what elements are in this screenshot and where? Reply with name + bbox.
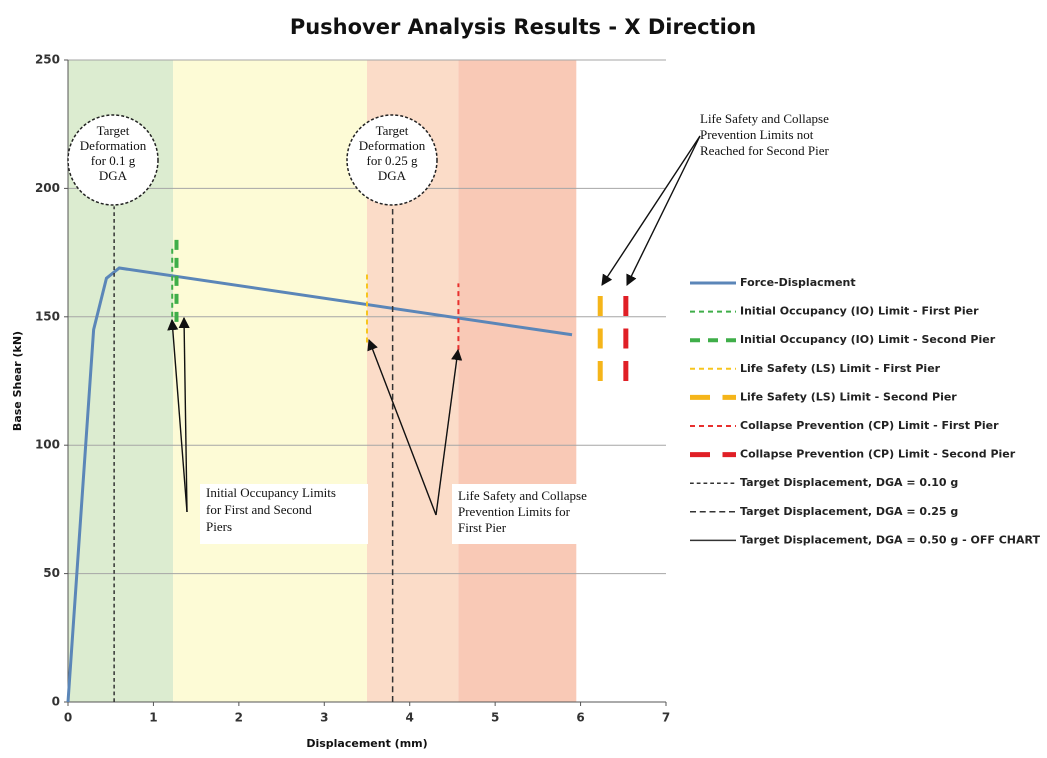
plot-layer: [66, 206, 629, 703]
arrow: [178, 316, 190, 513]
series-line: [66, 266, 573, 703]
arrow: [367, 338, 437, 516]
x-tick-label: 3: [320, 711, 328, 725]
region: [458, 60, 577, 702]
annotation-text: Life Safety and Collapse: [458, 488, 587, 503]
legend-label: Initial Occupancy (IO) Limit - First Pie…: [740, 305, 979, 318]
legend-label: Target Displacement, DGA = 0.50 g - OFF …: [740, 533, 1040, 546]
x-tick-label: 5: [491, 711, 499, 725]
legend-label: Force-Displacment: [740, 276, 856, 289]
legend-label: Collapse Prevention (CP) Limit - First P…: [740, 419, 999, 432]
annotation-text: Piers: [206, 519, 232, 534]
legend-label: Target Displacement, DGA = 0.25 g: [740, 505, 958, 518]
callout-bg: [452, 484, 617, 544]
annotation-text: Prevention Limits for: [458, 504, 571, 519]
y-axis-label: Base Shear (kN): [11, 331, 24, 431]
annotation-text: DGA: [99, 168, 128, 183]
region: [173, 60, 367, 702]
arrow: [626, 135, 701, 287]
annotation-text: for 0.1 g: [91, 153, 136, 168]
y-tick-label: 200: [35, 181, 60, 195]
annotation-text: Target: [97, 123, 130, 138]
annotation-text: for First and Second: [206, 502, 312, 517]
annotation-text: Target: [376, 123, 409, 138]
y-tick-label: 50: [43, 566, 60, 580]
annotation-text: Deformation: [359, 138, 426, 153]
annotation-text: First Pier: [458, 520, 507, 535]
arrow: [601, 135, 701, 286]
callout-circle: [346, 114, 438, 206]
annotation-text: Reached for Second Pier: [700, 143, 830, 158]
annotation-text: Deformation: [80, 138, 147, 153]
legend-label: Target Displacement, DGA = 0.10 g: [740, 476, 958, 489]
arrow: [435, 348, 463, 516]
arrow: [167, 318, 188, 513]
annotation-text: Life Safety and Collapse: [700, 111, 829, 126]
x-tick-label: 4: [406, 711, 414, 725]
legend-label: Collapse Prevention (CP) Limit - Second …: [740, 448, 1016, 461]
annotation-text: Prevention Limits not: [700, 127, 814, 142]
callout-bg: [200, 484, 368, 544]
arrows: [167, 135, 701, 516]
chart-title: Pushover Analysis Results - X Direction: [290, 15, 756, 39]
annotation-text: Initial Occupancy Limits: [206, 485, 336, 500]
y-tick-label: 250: [35, 53, 60, 67]
x-tick-label: 1: [149, 711, 157, 725]
legend-label: Life Safety (LS) Limit - Second Pier: [740, 390, 957, 403]
y-tick-label: 100: [35, 438, 60, 452]
x-tick-label: 0: [64, 711, 72, 725]
annotation-text: DGA: [378, 168, 407, 183]
x-tick-label: 6: [576, 711, 584, 725]
callout-circle: [67, 114, 159, 206]
x-axis-label: Displacement (mm): [306, 737, 427, 750]
legend-label: Life Safety (LS) Limit - First Pier: [740, 362, 941, 375]
legend-label: Initial Occupancy (IO) Limit - Second Pi…: [740, 333, 996, 346]
y-tick-label: 150: [35, 309, 60, 323]
annotation-text: for 0.25 g: [367, 153, 418, 168]
x-tick-label: 7: [662, 711, 670, 725]
x-tick-label: 2: [235, 711, 243, 725]
y-tick-label: 0: [52, 695, 60, 709]
